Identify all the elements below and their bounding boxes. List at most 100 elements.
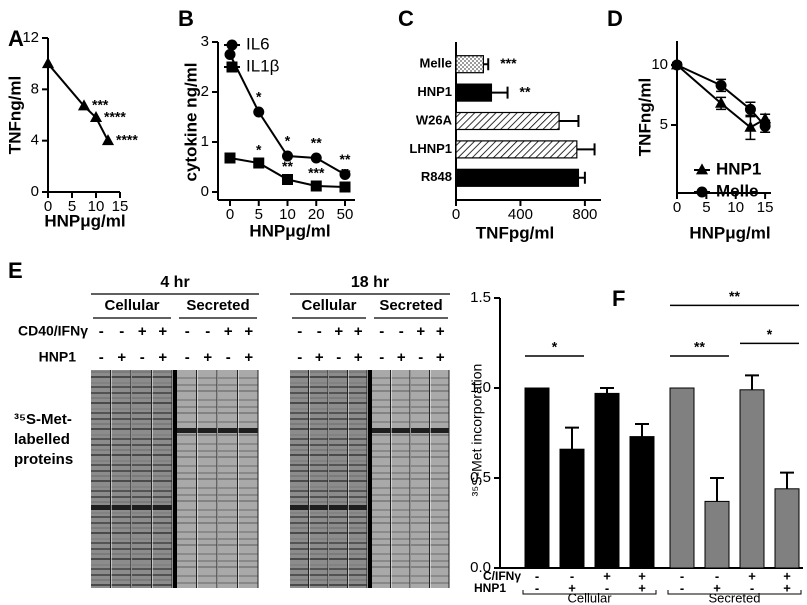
- row-sign: +: [397, 349, 406, 366]
- error-bar: [780, 471, 794, 489]
- bar: [629, 436, 655, 569]
- x-tick-label: 10: [279, 206, 296, 223]
- group-label: Secreted: [379, 297, 442, 314]
- gel-lane: [411, 370, 430, 588]
- row-sign: -: [336, 349, 341, 366]
- gel-band: [132, 505, 152, 510]
- row-sign: -: [399, 323, 404, 340]
- y-tick-label: 0: [201, 183, 209, 200]
- category-label: W26A: [416, 112, 453, 127]
- bar: [455, 83, 493, 102]
- error-bar: [491, 86, 509, 99]
- marker: [89, 110, 103, 122]
- bar: [455, 140, 578, 159]
- row-sign: -: [680, 580, 684, 595]
- panel-letter: F: [612, 286, 625, 311]
- error-bar: [565, 426, 579, 450]
- y-axis-label: proteins: [14, 451, 73, 468]
- bar: [774, 488, 800, 569]
- gel-lane: [132, 370, 152, 588]
- gel-band: [290, 505, 309, 510]
- significance-label: ***: [500, 55, 517, 71]
- group-label: Cellular: [567, 590, 612, 605]
- bar: [739, 389, 765, 569]
- y-tick-label: 3: [201, 33, 209, 50]
- group-bracket: [667, 590, 802, 595]
- significance-label: *: [552, 339, 558, 355]
- category-label: R848: [421, 169, 452, 184]
- line: [676, 64, 766, 129]
- marker: [744, 120, 757, 132]
- row-sign: -: [297, 323, 302, 340]
- row-label: HNP1: [474, 581, 506, 595]
- error-bar: [578, 171, 586, 184]
- panel-letter: C: [398, 6, 414, 31]
- y-tick-label: 8: [31, 80, 39, 97]
- gel-lane: [290, 370, 309, 588]
- error-bar: [600, 387, 614, 394]
- significance-label: **: [694, 339, 705, 355]
- legend-label: Melle: [716, 181, 759, 200]
- x-axis-label: HNPμg/ml: [689, 223, 770, 242]
- row-sign: -: [418, 349, 423, 366]
- x-tick-label: 15: [112, 198, 129, 215]
- bar: [559, 448, 585, 569]
- legend-label: IL6: [246, 34, 270, 53]
- row-sign: +: [638, 580, 646, 595]
- row-sign: +: [713, 580, 721, 595]
- y-axis-label: TNFng/ml: [635, 78, 654, 156]
- gel-band: [391, 428, 410, 433]
- row-sign: +: [224, 323, 233, 340]
- y-tick-label: 12: [22, 29, 39, 46]
- gel-lane: [177, 370, 197, 588]
- x-tick-label: 800: [572, 206, 597, 223]
- row-sign: +: [783, 580, 791, 595]
- marker: [310, 152, 322, 164]
- row-sign: -: [99, 349, 104, 366]
- row-sign: -: [185, 349, 190, 366]
- gel-band: [238, 428, 258, 433]
- gel-band: [348, 505, 367, 510]
- marker: [759, 120, 771, 132]
- gel-lane: [430, 370, 449, 588]
- row-label: C/IFNγ: [483, 569, 521, 583]
- marker: [744, 103, 756, 115]
- bar: [455, 55, 484, 74]
- gel-band: [91, 505, 111, 510]
- y-tick-label: 1.5: [470, 289, 491, 306]
- significance-label: ***: [92, 97, 109, 113]
- x-tick-label: 0: [452, 206, 460, 223]
- bar: [455, 168, 580, 187]
- x-tick-label: 400: [508, 206, 533, 223]
- row-sign: +: [603, 568, 611, 583]
- significance-label: **: [282, 158, 293, 174]
- gel-lane: [218, 370, 238, 588]
- marker: [282, 150, 293, 162]
- group-label: Cellular: [104, 297, 159, 314]
- significance-label: *: [285, 133, 291, 149]
- time-label: 4 hr: [160, 274, 189, 291]
- row-sign: +: [354, 323, 363, 340]
- row-sign: -: [570, 568, 574, 583]
- row-sign: -: [99, 323, 104, 340]
- significance-label: **: [311, 135, 322, 151]
- row-sign: -: [750, 580, 754, 595]
- gel-band: [152, 505, 172, 510]
- bar: [704, 500, 730, 569]
- y-tick-label: 0.5: [470, 469, 491, 486]
- marker: [253, 106, 265, 118]
- gel-band: [197, 428, 217, 433]
- x-tick-label: 0: [226, 206, 234, 223]
- y-tick-label: 1.0: [470, 379, 491, 396]
- row-sign: +: [436, 349, 445, 366]
- row-label: CD40/IFNγ: [18, 323, 88, 339]
- row-sign: +: [748, 568, 756, 583]
- significance-label: **: [340, 151, 351, 167]
- significance-label: *: [256, 89, 262, 105]
- row-sign: +: [315, 349, 324, 366]
- gel-lane: [91, 370, 111, 588]
- y-tick-label: 10: [651, 56, 668, 73]
- marker: [310, 180, 322, 192]
- y-tick-label: 1: [201, 133, 209, 150]
- marker: [224, 49, 236, 60]
